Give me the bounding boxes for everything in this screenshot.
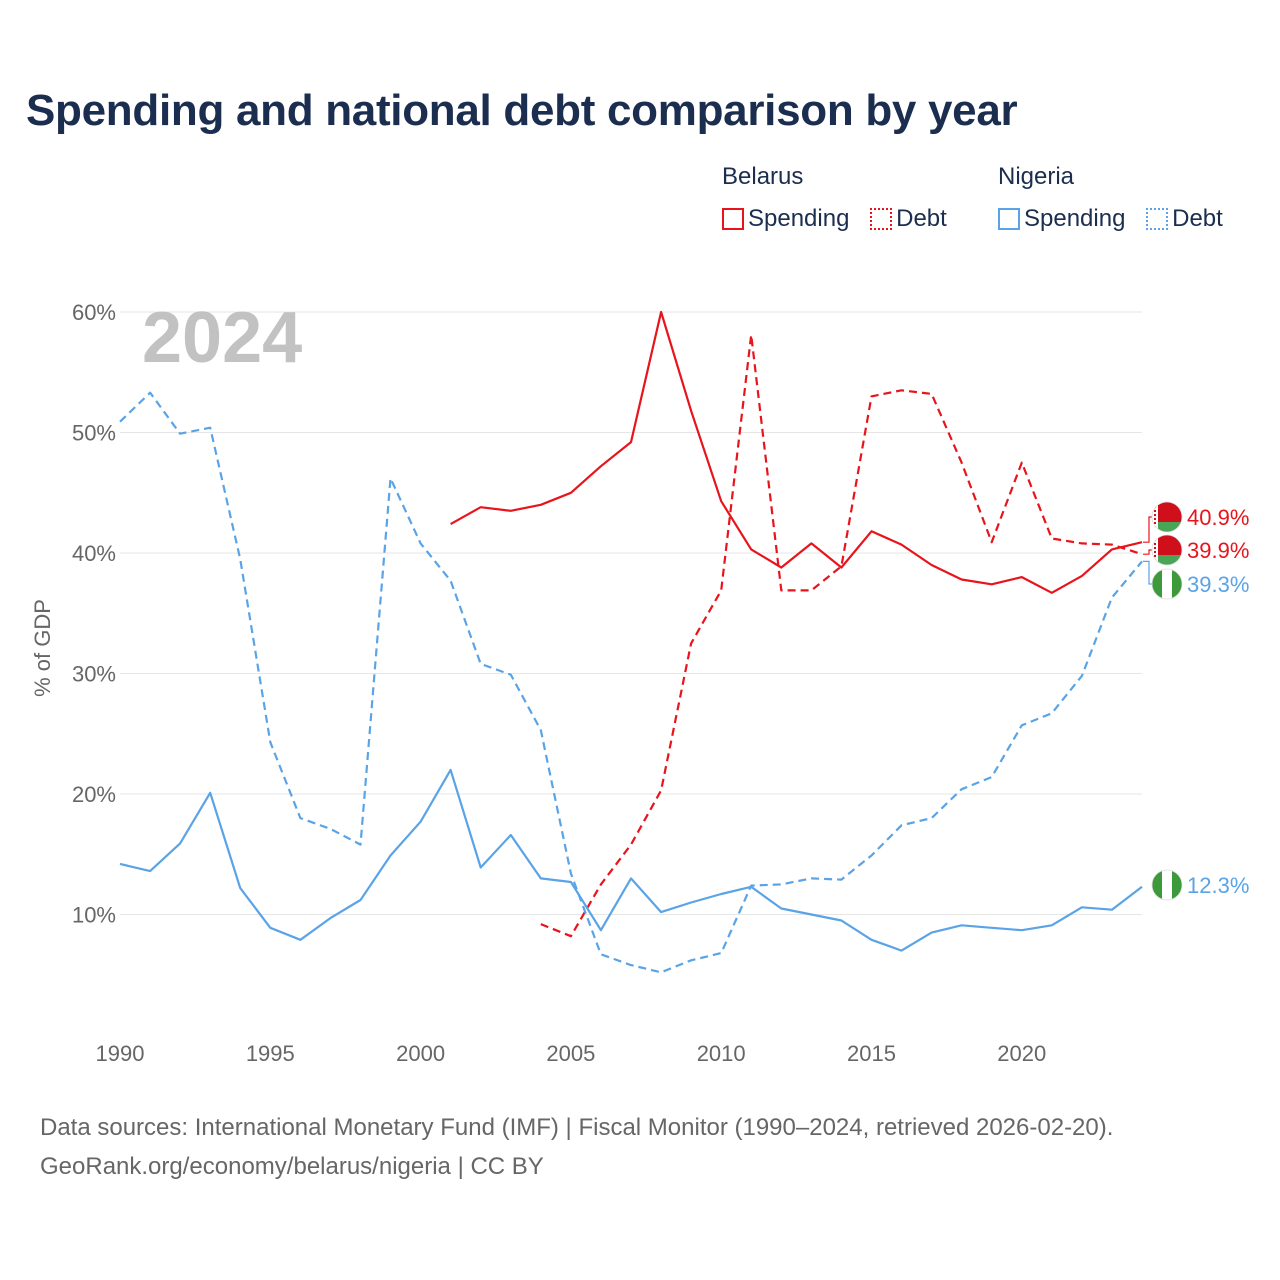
data-sources: Data sources: International Monetary Fun… (40, 1114, 1114, 1141)
y-tick-label: 50% (72, 421, 116, 446)
source-link[interactable]: GeoRank.org/economy/belarus/nigeria | CC… (40, 1153, 544, 1180)
series-line-belarus-spending[interactable] (450, 310, 1143, 594)
y-tick-label: 60% (72, 300, 116, 325)
y-axis-label: % of GDP (30, 599, 55, 697)
x-tick-label: 2020 (997, 1041, 1046, 1066)
legend-swatch-dotted-icon (1146, 208, 1169, 230)
series-line-belarus-debt[interactable] (540, 333, 1143, 938)
legend-nigeria: Nigeria Spending Debt (998, 163, 1237, 237)
legend-country-nigeria: Nigeria (998, 163, 1075, 190)
legend-item-nigeria-spending[interactable]: Spending (998, 205, 1125, 233)
legend-label: Spending (748, 205, 850, 232)
label-connector (1143, 560, 1153, 585)
legend-label: Debt (896, 205, 947, 232)
legend-item-belarus-debt[interactable]: Debt (870, 205, 947, 233)
legend-label: Debt (1172, 205, 1223, 232)
legend-swatch-solid-icon (998, 208, 1020, 230)
x-tick-label: 2010 (697, 1041, 746, 1066)
legend-swatch-dotted-icon (870, 208, 893, 230)
label-connector (1143, 516, 1153, 543)
series-lines (119, 310, 1143, 974)
y-tick-labels: 10% 20% 30% 40% 50% 60% (72, 300, 116, 928)
legend-item-nigeria-debt[interactable]: Debt (1146, 205, 1223, 233)
series-line-nigeria-spending[interactable] (119, 768, 1143, 952)
grid-lines (120, 311, 1142, 915)
line-chart: 10% 20% 30% 40% 50% 60% 1990 1995 2000 2005 2010 2… (30, 298, 1249, 1066)
x-tick-label: 2000 (396, 1041, 445, 1066)
end-labels: 40.9% 39.9% 39.3% 12.3% (1143, 501, 1249, 901)
page-title: Spending and national debt comparison by… (26, 86, 1018, 135)
y-tick-label: 30% (72, 662, 116, 687)
x-tick-label: 1990 (96, 1041, 145, 1066)
x-tick-label: 1995 (246, 1041, 295, 1066)
legend-country-belarus: Belarus (722, 163, 804, 190)
belarus-flag-icon (1151, 534, 1183, 566)
series-line-nigeria-debt[interactable] (119, 391, 1143, 974)
y-tick-label: 20% (72, 782, 116, 807)
legend-label: Spending (1024, 205, 1126, 232)
legend-swatch-solid-icon (722, 208, 744, 230)
legend-belarus: Belarus Spending Debt (722, 163, 961, 237)
footer: Data sources: International Monetary Fun… (40, 1108, 1113, 1186)
nigeria-flag-icon (1151, 869, 1183, 901)
end-label-value: 39.3% (1187, 572, 1249, 597)
nigeria-flag-icon (1151, 568, 1183, 600)
x-tick-label: 2015 (847, 1041, 896, 1066)
legend-item-belarus-spending[interactable]: Spending (722, 205, 849, 233)
end-label-value: 40.9% (1187, 505, 1249, 530)
y-tick-label: 10% (72, 903, 116, 928)
end-label-value: 12.3% (1187, 873, 1249, 898)
end-label-value: 39.9% (1187, 538, 1249, 563)
belarus-flag-icon (1151, 501, 1183, 533)
x-tick-labels: 1990 1995 2000 2005 2010 2015 2020 (96, 1041, 1047, 1066)
x-tick-label: 2005 (546, 1041, 595, 1066)
label-connector (1143, 549, 1153, 555)
y-tick-label: 40% (72, 541, 116, 566)
year-overlay: 2024 (142, 298, 302, 378)
